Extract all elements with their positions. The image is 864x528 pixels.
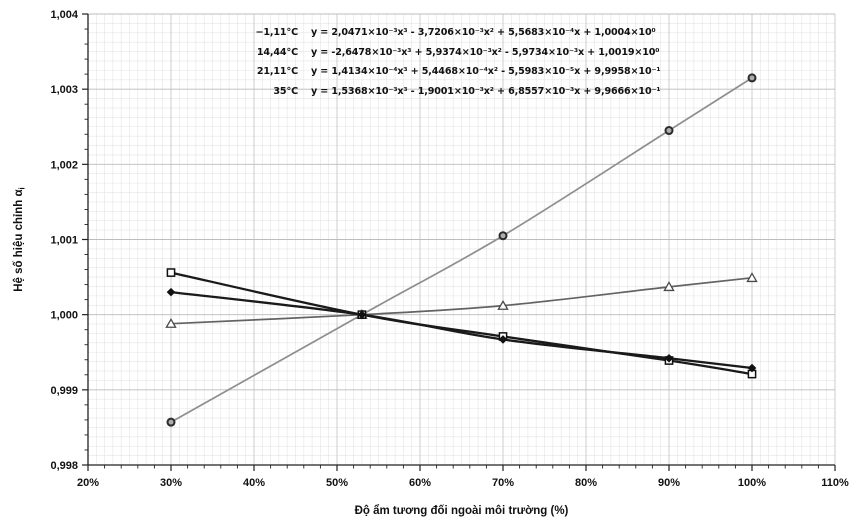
legend-temperature: −1,11°C xyxy=(255,27,299,39)
legend-equation: y = 2,0471×10⁻³x³ - 3,7206×10⁻³x² + 5,56… xyxy=(311,27,656,39)
data-point-square xyxy=(166,268,176,277)
data-point-triangle xyxy=(165,317,177,328)
data-point-diamond xyxy=(357,310,367,319)
legend-temperature: 14,44°C xyxy=(256,46,298,58)
data-point-circle xyxy=(498,231,508,241)
data-point-circle xyxy=(664,126,674,136)
legend-row: 21,11°C y = 1,4134×10⁻⁴x³ + 5,4468×10⁻⁴x… xyxy=(226,62,661,82)
x-tick-label: 70% xyxy=(492,477,514,489)
legend-equation: y = 1,4134×10⁻⁴x³ + 5,4468×10⁻⁴x² - 5,59… xyxy=(311,66,661,78)
data-point-diamond xyxy=(166,287,176,297)
y-tick-label: 1,001 xyxy=(50,235,78,247)
y-tick-label: 0,999 xyxy=(50,385,78,397)
data-point-triangle xyxy=(497,299,509,310)
x-tick-label: 40% xyxy=(243,477,265,489)
y-tick-label: 1,002 xyxy=(50,159,78,171)
series-line-3 xyxy=(170,77,753,424)
legend-temperature: 35°C xyxy=(273,86,298,98)
legend-row: −1,11°C y = 2,0471×10⁻³x³ - 3,7206×10⁻³x… xyxy=(226,23,660,43)
data-point-triangle xyxy=(663,281,675,292)
data-point-triangle xyxy=(746,272,758,283)
data-point-circle xyxy=(747,73,757,83)
legend-equation: y = 1,5368×10⁻³x³ - 1,9001×10⁻³x² + 6,85… xyxy=(311,86,661,98)
legend-equation: y = -2,6478×10⁻³x³ + 5,9374×10⁻³x² - 5,9… xyxy=(311,46,660,58)
x-axis-title: Độ ẩm tương đối ngoài môi trường (%) xyxy=(355,505,569,517)
data-point-diamond xyxy=(747,363,757,373)
x-tick-label: 60% xyxy=(409,477,431,489)
legend-temperature: 21,11°C xyxy=(256,66,298,78)
legend-row: 35°C y = 1,5368×10⁻³x³ - 1,9001×10⁻³x² +… xyxy=(226,82,660,102)
x-tick-label: 90% xyxy=(658,477,680,489)
data-point-circle xyxy=(166,417,176,427)
y-tick-label: 1,000 xyxy=(50,310,78,322)
data-point-diamond xyxy=(664,353,674,363)
series-line-1 xyxy=(169,271,754,376)
series-line-2 xyxy=(170,276,753,325)
legend: −1,11°C y = 2,0471×10⁻³x³ - 3,7206×10⁻³x… xyxy=(226,23,661,102)
x-tick-label: 50% xyxy=(326,477,348,489)
x-tick-label: 20% xyxy=(77,477,99,489)
x-tick-label: 30% xyxy=(160,477,182,489)
y-axis-title: Hệ số hiệu chỉnh αi xyxy=(13,187,27,292)
y-tick-label: 0,998 xyxy=(50,460,78,472)
y-tick-label: 1,003 xyxy=(50,84,78,96)
x-tick-label: 110% xyxy=(821,477,849,489)
x-tick-label: 100% xyxy=(738,477,766,489)
x-tick-label: 80% xyxy=(575,477,597,489)
data-point-diamond xyxy=(498,335,508,344)
y-tick-label: 1,004 xyxy=(50,9,78,21)
series-line-0 xyxy=(169,290,754,370)
legend-row: 14,44°C y = -2,6478×10⁻³x³ + 5,9374×10⁻³… xyxy=(226,43,660,63)
